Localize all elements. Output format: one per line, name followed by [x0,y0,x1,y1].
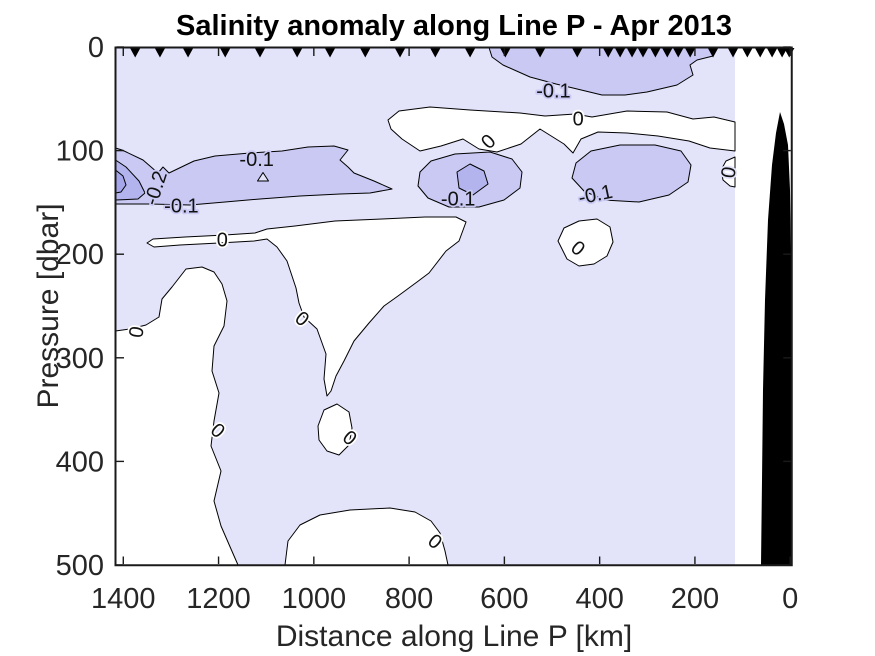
contour-label: -0.1 [239,149,273,171]
y-axis-label: Pressure [dbar] [32,203,65,408]
station-markers [129,48,795,58]
fresh-band-surface-coastal [488,47,714,96]
y-tick-label: 400 [56,446,104,478]
contour-label: 0 [217,230,228,252]
station-marker-icon [182,48,194,58]
contour-label: -0.1 [441,188,475,210]
contour-label: 0 [573,108,584,130]
positive-region-bottom-left [115,266,239,566]
x-tick-label: 1400 [91,583,156,615]
station-marker-icon [324,48,336,58]
contour-label: -0.1 [536,81,570,103]
positive-region-small-closed [317,403,353,456]
station-marker-icon [614,48,626,58]
positive-region-central [146,216,467,397]
x-tick-label: 800 [385,583,433,615]
station-marker-icon [650,48,661,58]
fresh-band-offshore [115,145,393,206]
contour-label: -0.1 [164,196,198,218]
station-marker-icon [766,48,778,58]
x-tick-label: 1200 [186,583,251,615]
positive-region-right-notch [720,156,736,188]
x-tick-label: 0 [782,583,798,615]
station-marker-icon [572,48,583,58]
y-tick-label: 200 [56,239,104,271]
axis-ticks-y: 0 100 200 300 400 500 [56,32,791,582]
station-marker-icon [727,48,739,58]
station-marker-icon [430,48,441,58]
positive-region-mid-right-blob [557,218,614,267]
station-marker-icon [291,48,303,58]
station-marker-icon [464,48,476,58]
fresh-band-tiny-hole [257,172,269,182]
x-axis-label: Distance along Line P [km] [276,620,632,653]
fresh-anomaly-band-regions [115,47,714,208]
station-marker-icon [534,48,546,58]
y-tick-label: 500 [56,550,104,582]
axis-ticks-x: 1400 1200 1000 800 600 400 200 0 [91,48,798,615]
station-marker-icon [626,48,638,58]
y-tick-label: 100 [56,136,104,168]
y-tick-label: 0 [88,32,104,64]
station-marker-icon [394,48,406,58]
y-tick-label: 300 [56,343,104,375]
station-marker-icon [220,48,231,58]
positive-region-subsurface-tongue [387,106,736,154]
station-marker-icon [637,48,649,58]
fresh-band-mid-right [571,144,692,203]
x-tick-label: 1000 [282,583,347,615]
station-marker-icon [754,48,766,58]
chart-title: Salinity anomaly along Line P - Apr 2013 [176,10,732,42]
bathymetry-mask [761,112,792,565]
positive-anomaly-regions [115,106,736,566]
x-tick-label: 400 [575,583,623,615]
station-marker-icon [707,48,719,58]
contour-label: 0 [125,325,149,340]
x-tick-label: 600 [480,583,528,615]
station-marker-icon [154,48,166,58]
station-marker-icon [673,48,684,58]
station-marker-icon [254,48,266,58]
station-marker-icon [776,48,788,58]
station-marker-icon [742,48,753,58]
station-marker-icon [360,48,371,58]
axes-border [114,46,793,567]
station-marker-icon [129,48,141,58]
station-marker-icon [662,48,673,58]
x-tick-label: 200 [671,583,719,615]
station-marker-icon [500,48,511,58]
station-marker-icon [603,48,614,58]
station-marker-icon [684,48,696,58]
positive-region-bottom-center [284,507,449,566]
fresh-core-central [456,163,489,196]
